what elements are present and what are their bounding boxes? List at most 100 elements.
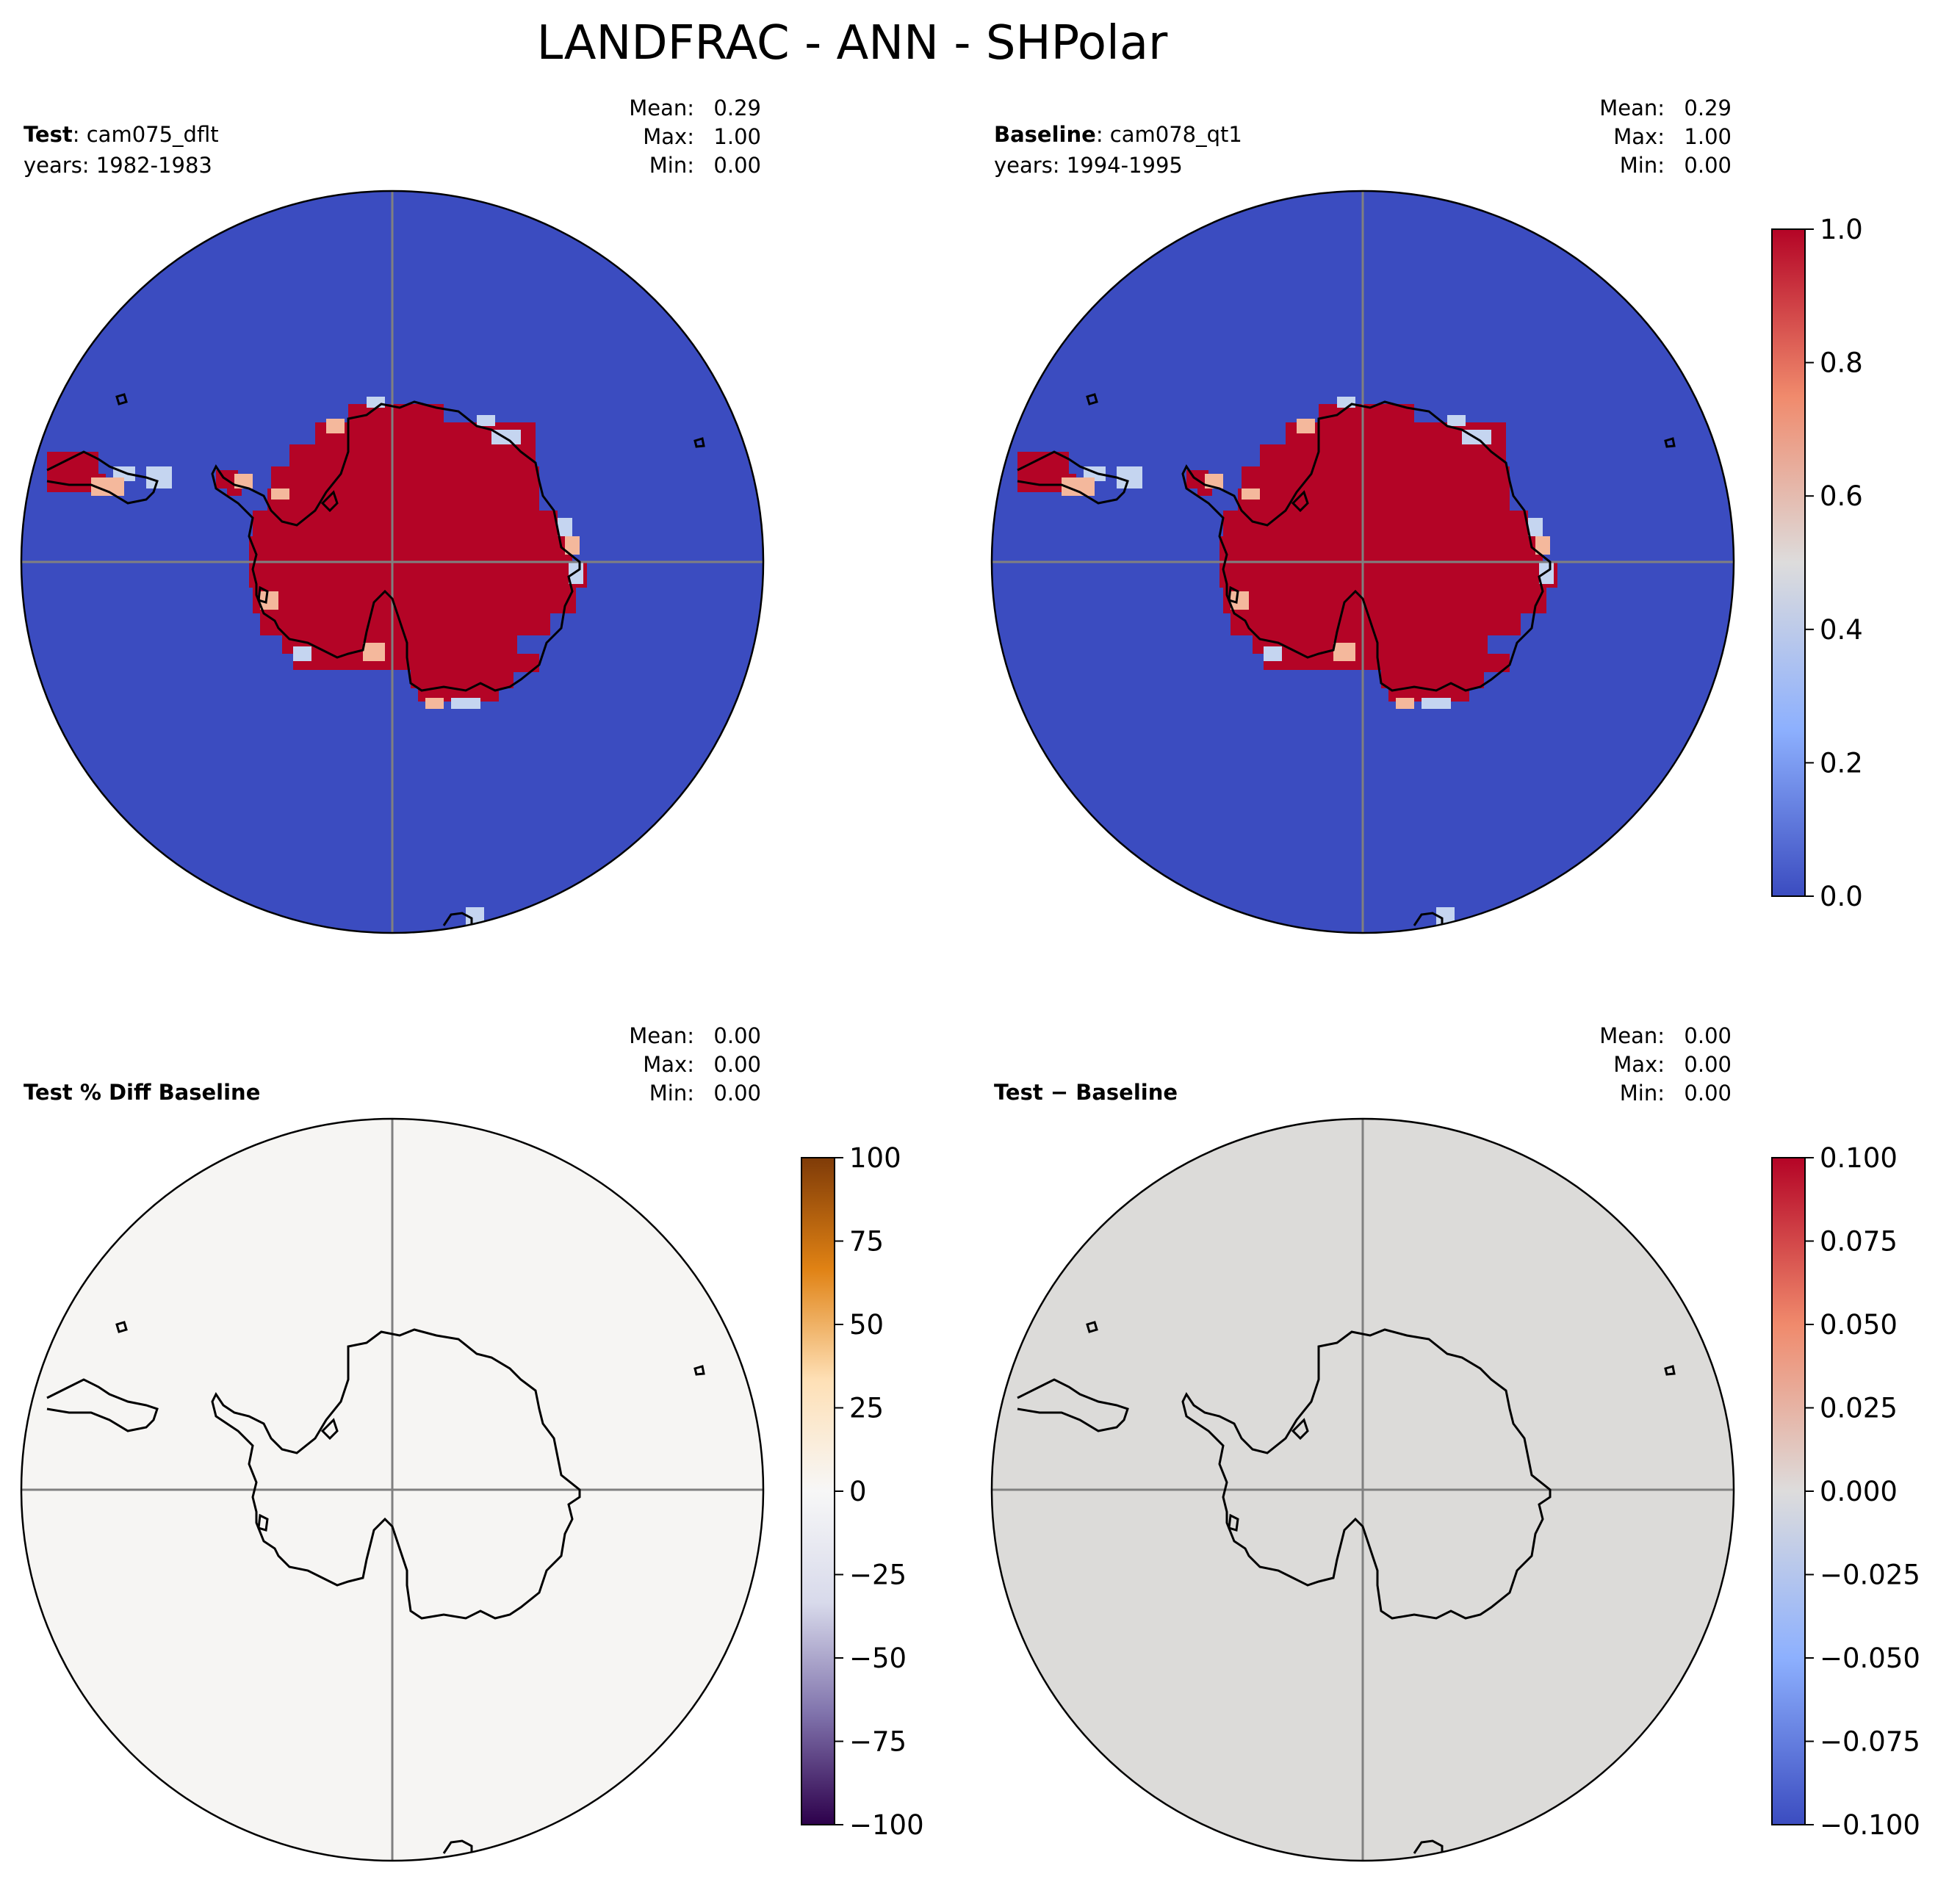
diff-stats: Mean: 0.00 Max: 0.00 Min: 0.00 [1599, 1023, 1732, 1106]
pctdiff-max-label: Max: [643, 1052, 694, 1077]
baseline-max-label: Max: [1613, 124, 1665, 149]
diff-tick-label: 0.100 [1820, 1142, 1898, 1174]
coast-cell [1264, 646, 1282, 661]
figure-title: LANDFRAC - ANN - SHPolar [537, 16, 1168, 71]
test-min-label: Min: [649, 153, 694, 178]
diff-label: Test − Baseline [994, 1080, 1178, 1105]
diff-tick-label: 0.050 [1820, 1309, 1898, 1341]
test-mean-label: Mean: [629, 95, 694, 120]
landfrac-tick-label: 1.0 [1820, 214, 1863, 245]
pctdiff-tick-label: 100 [849, 1142, 901, 1174]
pctdiff-map [21, 1119, 763, 1861]
pctdiff-map-boundary [20, 1117, 765, 1862]
coast-cell [451, 698, 480, 709]
panel-test: Test: cam075_dflt years: 1982-1983 Mean:… [20, 95, 765, 934]
panel-baseline: Baseline: cam078_qt1 years: 1994-1995 Me… [990, 95, 1735, 934]
land-cell [253, 511, 558, 536]
land-cell [411, 672, 514, 688]
pctdiff-stats: Mean: 0.00 Max: 0.00 Min: 0.00 [629, 1023, 761, 1106]
pctdiff-tick-label: −100 [849, 1809, 924, 1841]
land-cell [1231, 613, 1521, 635]
test-label: Test: cam075_dflt [24, 122, 219, 147]
coast-cell [425, 698, 444, 709]
colorbar-landfrac-bar [1771, 228, 1806, 897]
diff-tick-label: −0.025 [1820, 1560, 1920, 1591]
coast-cell [146, 466, 172, 488]
land-cell [253, 588, 576, 613]
baseline-max-value: 1.00 [1684, 124, 1732, 149]
coast-cell [363, 643, 385, 661]
landfrac-tick-label: 0.0 [1820, 881, 1863, 912]
land-cell [1219, 562, 1557, 588]
pctdiff-tick-label: −50 [849, 1643, 907, 1674]
colorbar-diff: 0.100 0.075 0.050 0.025 0.000 −0.025 −0.050 −0.… [1771, 1142, 1920, 1841]
pctdiff-min-label: Min: [649, 1081, 694, 1106]
pctdiff-label: Test % Diff Baseline [24, 1080, 260, 1105]
colorbar-pctdiff-ticks: 100 75 50 25 0 −25 −50 −75 −100 [835, 1142, 924, 1841]
coast-cell [558, 518, 572, 536]
coast-cell [271, 488, 289, 500]
land-cell [249, 536, 572, 562]
coast-cell [1528, 518, 1543, 536]
test-years: years: 1982-1983 [24, 153, 212, 178]
land-cell [1219, 536, 1543, 562]
coast-cell [1117, 466, 1142, 488]
test-mean-value: 0.29 [713, 95, 761, 120]
diff-tick-label: 0.075 [1820, 1226, 1898, 1258]
land-cell [1381, 654, 1510, 672]
diff-tick-label: −0.075 [1820, 1726, 1920, 1758]
baseline-map-boundary [990, 190, 1735, 934]
land-cell [1381, 672, 1484, 688]
coast-cell [565, 536, 580, 555]
colorbar-pctdiff-bar [801, 1157, 835, 1825]
coast-cell [1242, 488, 1260, 500]
land-cell [260, 613, 550, 635]
baseline-map [992, 191, 1734, 933]
coast-cell [477, 415, 495, 426]
land-cell [1253, 635, 1488, 654]
diff-mean-label: Mean: [1599, 1023, 1665, 1048]
land-cell [1223, 511, 1528, 536]
colorbar-diff-bar [1771, 1157, 1806, 1825]
baseline-label: Baseline: cam078_qt1 [994, 122, 1242, 147]
coast-cell [1333, 643, 1355, 661]
baseline-min-value: 0.00 [1684, 153, 1732, 178]
diff-max-value: 0.00 [1684, 1052, 1732, 1077]
coast-cell [1422, 698, 1451, 709]
coast-cell [1337, 397, 1355, 408]
landfrac-tick-label: 0.4 [1820, 614, 1863, 646]
land-cell [249, 562, 587, 588]
coast-cell [1297, 419, 1315, 433]
baseline-mean-value: 0.29 [1684, 95, 1732, 120]
pctdiff-mean-value: 0.00 [713, 1023, 761, 1048]
pctdiff-tick-label: 50 [849, 1309, 884, 1341]
test-map-boundary [20, 190, 765, 934]
test-max-value: 1.00 [713, 124, 761, 149]
baseline-min-label: Min: [1620, 153, 1665, 178]
pctdiff-tick-label: −25 [849, 1560, 907, 1591]
diff-map [992, 1119, 1734, 1861]
diff-tick-label: 0.025 [1820, 1393, 1898, 1424]
landfrac-tick-label: 0.8 [1820, 347, 1863, 379]
colorbar-diff-ticks: 0.100 0.075 0.050 0.025 0.000 −0.025 −0.050 −0.… [1805, 1142, 1920, 1841]
diff-map-boundary [990, 1117, 1735, 1862]
coast-cell [1447, 415, 1466, 426]
coast-cell [293, 646, 311, 661]
pctdiff-tick-label: 75 [849, 1226, 884, 1258]
baseline-years: years: 1994-1995 [994, 153, 1183, 178]
pctdiff-min-value: 0.00 [713, 1081, 761, 1106]
land-cell [411, 654, 539, 672]
test-stats: Mean: 0.29 Max: 1.00 Min: 0.00 [629, 95, 761, 178]
pctdiff-tick-label: 0 [849, 1476, 867, 1507]
colorbar-landfrac: 1.0 0.8 0.6 0.4 0.2 0.0 [1771, 214, 1863, 912]
colorbar-pctdiff: 100 75 50 25 0 −25 −50 −75 −100 [801, 1142, 924, 1841]
landfrac-tick-label: 0.6 [1820, 480, 1863, 512]
landfrac-tick-label: 0.2 [1820, 747, 1863, 779]
diff-mean-value: 0.00 [1684, 1023, 1732, 1048]
coast-cell [1535, 536, 1550, 555]
coast-cell [367, 397, 385, 408]
diff-tick-label: 0.000 [1820, 1476, 1898, 1507]
diff-max-label: Max: [1613, 1052, 1665, 1077]
colorbar-landfrac-ticks: 1.0 0.8 0.6 0.4 0.2 0.0 [1805, 214, 1863, 912]
